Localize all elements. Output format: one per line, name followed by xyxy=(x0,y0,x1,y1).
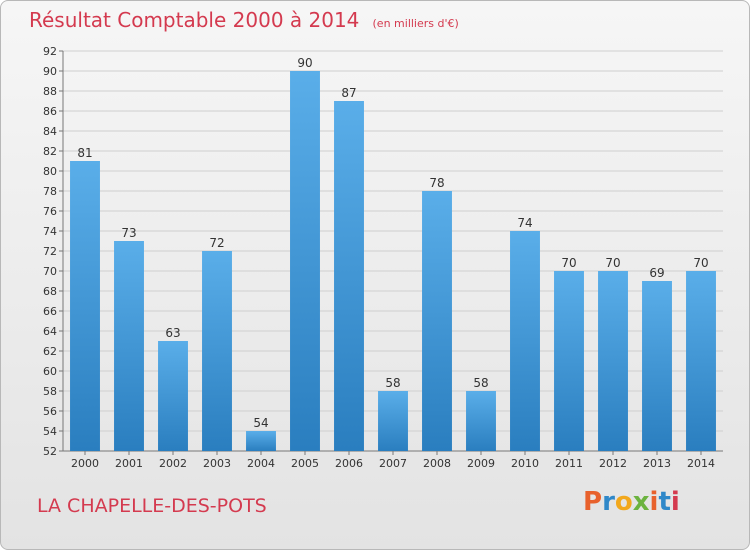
data-label: 54 xyxy=(253,416,268,430)
x-tick-label: 2010 xyxy=(511,457,539,470)
y-tick-label: 72 xyxy=(43,245,57,258)
x-tick-label: 2002 xyxy=(159,457,187,470)
x-tick-label: 2005 xyxy=(291,457,319,470)
y-tick-label: 78 xyxy=(43,185,57,198)
x-tick-label: 2009 xyxy=(467,457,495,470)
data-label: 69 xyxy=(649,266,664,280)
bar-2004[interactable] xyxy=(246,431,276,451)
chart-subtitle: (en milliers d'€) xyxy=(372,17,459,30)
logo-letter: i xyxy=(649,487,659,517)
bar-2000[interactable] xyxy=(70,161,100,451)
y-tick-label: 60 xyxy=(43,365,57,378)
data-label: 70 xyxy=(605,256,620,270)
x-tick-label: 2013 xyxy=(643,457,671,470)
logo-letter: t xyxy=(658,487,671,517)
data-label: 63 xyxy=(165,326,180,340)
y-tick-label: 80 xyxy=(43,165,57,178)
y-tick-label: 56 xyxy=(43,405,57,418)
y-tick-label: 58 xyxy=(43,385,57,398)
y-tick-label: 70 xyxy=(43,265,57,278)
y-tick-label: 92 xyxy=(43,45,57,58)
commune-name: LA CHAPELLE-DES-POTS xyxy=(37,495,267,517)
data-label: 87 xyxy=(341,86,356,100)
bar-2007[interactable] xyxy=(378,391,408,451)
logo-letter: r xyxy=(602,487,615,517)
bar-2008[interactable] xyxy=(422,191,452,451)
data-label: 74 xyxy=(517,216,532,230)
bar-2002[interactable] xyxy=(158,341,188,451)
bars xyxy=(70,71,716,451)
y-tick-label: 84 xyxy=(43,125,57,138)
data-label: 72 xyxy=(209,236,224,250)
x-tick-label: 2006 xyxy=(335,457,363,470)
x-tick-label: 2003 xyxy=(203,457,231,470)
y-tick-label: 90 xyxy=(43,65,57,78)
data-label: 90 xyxy=(297,56,312,70)
y-tick-label: 76 xyxy=(43,205,57,218)
y-tick-label: 74 xyxy=(43,225,57,238)
data-label: 58 xyxy=(385,376,400,390)
bar-2014[interactable] xyxy=(686,271,716,451)
proxiti-logo[interactable]: Proxiti xyxy=(583,487,680,517)
x-tick-label: 2007 xyxy=(379,457,407,470)
chart-title: Résultat Comptable 2000 à 2014 xyxy=(29,8,360,32)
bar-2001[interactable] xyxy=(114,241,144,451)
y-tick-label: 52 xyxy=(43,445,57,458)
bar-2011[interactable] xyxy=(554,271,584,451)
bar-2013[interactable] xyxy=(642,281,672,451)
data-label: 70 xyxy=(693,256,708,270)
logo-letter: o xyxy=(614,487,633,517)
data-label: 73 xyxy=(121,226,136,240)
x-tick-label: 2012 xyxy=(599,457,627,470)
y-tick-label: 68 xyxy=(43,285,57,298)
logo-letter: x xyxy=(632,487,650,517)
chart-header: Résultat Comptable 2000 à 2014 (en milli… xyxy=(29,8,459,32)
data-label: 81 xyxy=(77,146,92,160)
y-tick-label: 88 xyxy=(43,85,57,98)
y-tick-label: 66 xyxy=(43,305,57,318)
x-tick-label: 2001 xyxy=(115,457,143,470)
labels: 52 54 56 58 60 62 64 66 68 70 72 74 76 78 80 82 84 86 88 90… xyxy=(43,45,715,470)
y-tick-label: 86 xyxy=(43,105,57,118)
data-label: 78 xyxy=(429,176,444,190)
y-tick-label: 64 xyxy=(43,325,57,338)
y-tick-label: 62 xyxy=(43,345,57,358)
y-tick-label: 54 xyxy=(43,425,57,438)
logo-letter: i xyxy=(670,487,680,517)
logo-letter: P xyxy=(583,487,603,517)
bar-2006[interactable] xyxy=(334,101,364,451)
bar-2009[interactable] xyxy=(466,391,496,451)
data-label: 58 xyxy=(473,376,488,390)
x-tick-label: 2011 xyxy=(555,457,583,470)
data-label: 70 xyxy=(561,256,576,270)
x-tick-label: 2000 xyxy=(71,457,99,470)
y-tick-label: 82 xyxy=(43,145,57,158)
x-tick-label: 2004 xyxy=(247,457,275,470)
bar-2005[interactable] xyxy=(290,71,320,451)
x-tick-label: 2014 xyxy=(687,457,715,470)
x-tick-label: 2008 xyxy=(423,457,451,470)
bar-2003[interactable] xyxy=(202,251,232,451)
bar-2010[interactable] xyxy=(510,231,540,451)
bar-2012[interactable] xyxy=(598,271,628,451)
